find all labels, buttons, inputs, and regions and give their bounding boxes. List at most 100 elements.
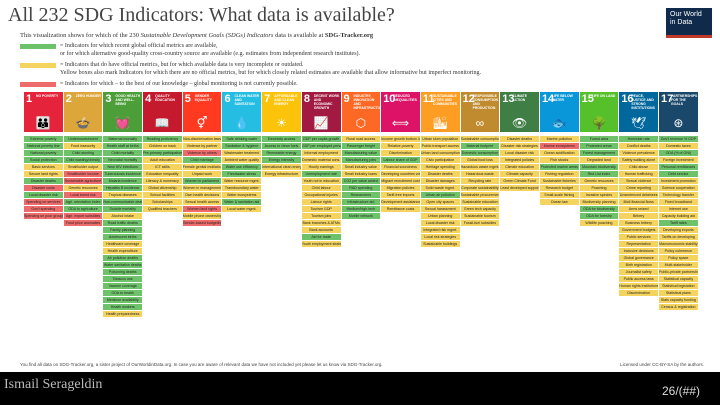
indicator-box: Internet use <box>659 206 698 212</box>
indicator-box: Vaccine coverage <box>103 283 143 289</box>
goal-icon: ⟺ <box>391 116 410 130</box>
goal-icon: 📈 <box>313 116 329 130</box>
indicator-box: Violence by partner <box>182 143 222 149</box>
goal-number: 2 <box>65 93 72 105</box>
indicator-box: Recycling rate <box>460 178 500 184</box>
indicator-box: Women in parliament <box>182 178 222 184</box>
indicator-box: Violence by others <box>182 150 222 156</box>
indicator-box: Passenger freight <box>341 143 381 149</box>
indicator-list: Reading proficiency Children on track Pre-… <box>143 136 182 212</box>
indicator-box: Remittance costs <box>381 206 420 212</box>
indicator-box: Women land rights <box>182 206 222 212</box>
goal-icon: ☀ <box>276 116 287 130</box>
legend-swatch <box>20 44 56 49</box>
indicator-box: Sustainable education <box>460 199 500 205</box>
goal-tile: 11 Sustainable cities and communities 🏙 <box>420 92 460 132</box>
sdg-goal-16: 16 Peace, justice and strong institutions… <box>619 92 658 317</box>
indicator-box: Human rights institutions <box>619 283 658 289</box>
sdg-goal-3: 3 Good health and well-being 💓 Maternal mor… <box>103 92 143 317</box>
indicator-list: Disaster deaths Disaster risk strategies L… <box>500 136 539 191</box>
indicator-box: Alcohol intake <box>103 213 143 219</box>
goal-icon: 👁 <box>511 116 528 130</box>
goal-tile: 7 Affordable and clean energy ☀ <box>262 92 301 132</box>
goal-title: Life below water <box>551 94 573 102</box>
sdg-goal-11: 11 Sustainable cities and communities 🏙 Urb… <box>420 92 460 317</box>
indicator-box: Child mortality <box>103 150 143 156</box>
indicator-box: Medium/high-tech <box>341 206 381 212</box>
indicator-box: Sexual health access <box>182 199 222 205</box>
indicator-box: CO2 per value added <box>341 178 381 184</box>
indicator-box: Road traffic deaths <box>103 220 143 226</box>
indicator-box: Forest area <box>579 136 619 142</box>
indicator-list: Urban slum population Public transport ac… <box>420 136 460 247</box>
indicator-box: Journalist safety <box>619 269 658 275</box>
indicator-box: Wildlife poaching <box>579 220 619 226</box>
legend-line-2: or for which alternative good-quality cr… <box>60 51 361 57</box>
legend-line-1: = Indicators for which – to the best of … <box>60 81 298 87</box>
indicator-box: Air pollution deaths <box>103 255 143 261</box>
author-name: Ismail Serageldin <box>4 377 103 392</box>
our-world-in-data-logo: Our World in Data <box>666 8 712 38</box>
goal-number: 12 <box>462 93 475 105</box>
indicator-box: GDP per employed person <box>301 143 341 149</box>
indicator-box: Local water mgmt. <box>222 206 262 212</box>
indicator-box: Hazardous waste <box>460 171 500 177</box>
indicator-box: Relative poverty <box>381 143 420 149</box>
indicator-box: Conflict deaths <box>619 143 658 149</box>
goal-tile: 5 Gender equality ⚥ <box>182 92 222 132</box>
indicator-box: Policy coherence <box>659 248 698 254</box>
indicator-box: Tuberculosis incidence <box>103 171 143 177</box>
indicator-box: Children on track <box>143 143 182 149</box>
goal-title: Clean water and sanitation <box>234 94 260 106</box>
indicator-box: Mobile network <box>341 213 381 219</box>
indicator-box: Tariff-free imports <box>381 192 420 198</box>
goal-tile: 16 Peace, justice and strong institutions… <box>619 92 658 132</box>
goal-title: Responsible consumption and production <box>472 94 498 110</box>
goal-title: Reduced inequalities <box>393 94 417 102</box>
indicator-box: New HIV infections <box>103 164 143 170</box>
indicator-list: Income growth bottom 40%Relative poverty… <box>381 136 420 212</box>
indicator-box: Unsentenced detainees <box>619 192 658 198</box>
indicator-box: Local risk strategies <box>420 234 460 240</box>
indicator-box: Food price anomalies <box>63 220 103 226</box>
indicator-box: Bank branches & ATMs <box>301 220 341 226</box>
goal-title: Gender equality <box>194 94 212 102</box>
indicator-box: ODA to health <box>103 290 143 296</box>
indicator-box: Spending on services <box>24 199 63 205</box>
indicator-box: Invasive species <box>579 192 619 198</box>
indicator-box: Water resource mgmt. <box>222 178 262 184</box>
goal-tile: 10 Reduced inequalities ⟺ <box>381 92 420 132</box>
indicator-box: Red List index <box>579 171 619 177</box>
indicator-list: Maternal mortality Health staff at births… <box>103 136 143 317</box>
indicator-box: Personal remittances <box>659 164 698 170</box>
indicator-box: Integrated policies <box>500 157 539 163</box>
indicator-box: Spending on poor groups <box>24 213 63 219</box>
indicator-box: Unpaid work <box>182 171 222 177</box>
indicator-box: Access to clean fuels <box>262 143 301 149</box>
indicator-box: Disaster risk strategies <box>500 143 539 149</box>
indicator-box: Literacy & numeracy <box>143 178 182 184</box>
indicator-box: Local disaster risk <box>420 220 460 226</box>
indicator-box: Ocean acidification <box>539 150 579 156</box>
indicator-box: Debt service <box>659 171 698 177</box>
indicator-box: ODA to agriculture <box>63 206 103 212</box>
indicator-box: Heritage spending <box>420 164 460 170</box>
indicator-box: Technology transfer <box>659 192 698 198</box>
indicator-box: Representation <box>619 241 658 247</box>
indicator-box: Urban slum population <box>420 136 460 142</box>
indicator-box: Family planning <box>103 227 143 233</box>
goal-title: Affordable and clean energy <box>274 94 298 106</box>
indicator-box: Climate capacity <box>500 171 539 177</box>
sdg-goal-5: 5 Gender equality ⚥ Non-discrimination laws… <box>182 92 222 317</box>
indicator-box: Global citizenship <box>143 185 182 191</box>
indicator-box: Sustainable procurement <box>460 192 500 198</box>
sdg-goal-1: 1 No poverty 👪 Extreme poverty National pove… <box>24 92 63 317</box>
sdg-goal-7: 7 Affordable and clean energy ☀ Electricity… <box>262 92 301 317</box>
indicator-box: Health preparedness <box>103 311 143 317</box>
indicator-box: Human trafficking <box>619 171 658 177</box>
indicator-box: Local disaster risk <box>500 150 539 156</box>
indicator-box: Maternal mortality <box>103 136 143 142</box>
indicator-box: Secure land rights <box>24 171 63 177</box>
indicator-box: Disaster costs <box>24 185 63 191</box>
indicator-box: Agri. orientation index <box>63 199 103 205</box>
